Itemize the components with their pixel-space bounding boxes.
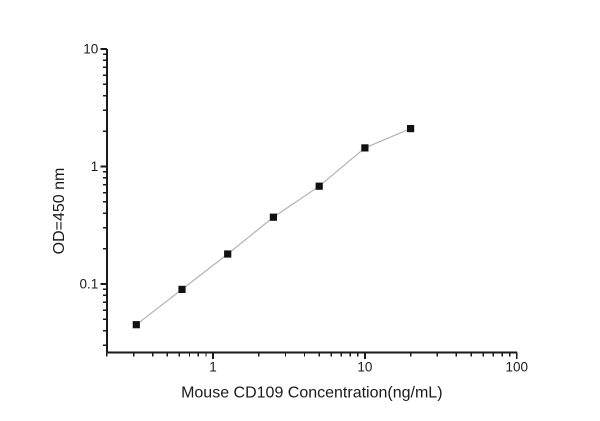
x-tick-label: 100 bbox=[506, 360, 529, 375]
tick-labels-group: 1 10 100 0.1 1 10 bbox=[80, 42, 529, 375]
y-tick-label: 10 bbox=[83, 42, 98, 57]
data-point-5 bbox=[315, 182, 323, 190]
data-point-3 bbox=[224, 250, 232, 258]
data-series-group bbox=[132, 125, 415, 329]
ticks-group bbox=[100, 48, 518, 360]
data-point-6 bbox=[361, 144, 369, 152]
series-line bbox=[135, 128, 411, 326]
data-point-2 bbox=[178, 285, 186, 293]
data-point-4 bbox=[269, 213, 277, 221]
x-axis-title: Mouse CD109 Concentration(ng/mL) bbox=[181, 385, 442, 402]
data-point-1 bbox=[132, 321, 140, 329]
x-tick-label: 1 bbox=[209, 360, 217, 375]
axes-group bbox=[105, 49, 517, 354]
y-axis-title: OD=450 nm bbox=[51, 168, 68, 255]
data-point-7 bbox=[407, 125, 415, 133]
x-tick-label: 10 bbox=[357, 360, 372, 375]
y-tick-label: 0.1 bbox=[80, 277, 99, 292]
y-tick-label: 1 bbox=[91, 159, 99, 174]
